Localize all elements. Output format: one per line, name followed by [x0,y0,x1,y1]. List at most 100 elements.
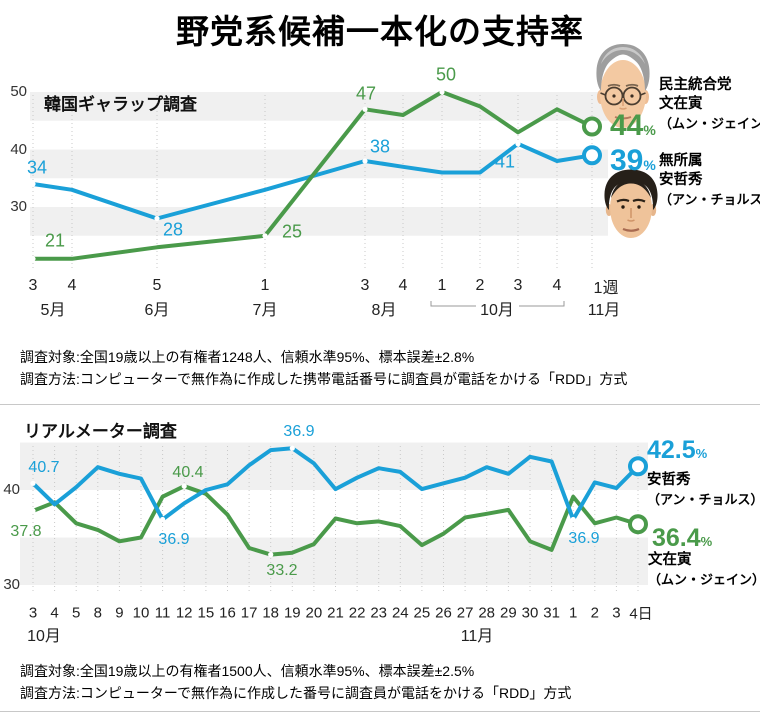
gallup-point-label: 21 [44,230,66,251]
gallup-ahn-legend: 無所属 安哲秀 （アン・チョルス） [659,152,760,209]
realmeter-x-tick-label: 20 [305,604,323,622]
realmeter-ahn-final-value: 42.5% [647,438,707,463]
gallup-point-label: 25 [281,221,303,242]
realmeter-x-tick-label: 1 [569,604,578,622]
realmeter-chart [20,442,648,592]
realmeter-x-tick-label: 17 [240,604,258,622]
realmeter-point-dot [289,445,295,451]
gallup-band [30,92,608,121]
gallup-point-dot [362,106,368,112]
realmeter-point-label: 36.9 [568,530,600,547]
gallup-y-tick-label: 50 [10,83,27,100]
realmeter-end-marker-green [628,514,648,535]
realmeter-point-dot [570,516,576,523]
gallup-month-label: 5月 [40,302,66,319]
gallup-x-tick-label: 4 [67,277,77,294]
ahn-cheolsoo-portrait [599,168,663,242]
realmeter-ahn-kana: （アン・チョルス） [647,492,760,507]
realmeter-end-marker-blue [628,456,648,477]
realmeter-x-tick-label: 24 [391,604,409,622]
realmeter-series-green-line [31,484,640,557]
gallup-series-blue-line [31,141,594,221]
gallup-ahn-party: 無所属 [659,153,703,169]
realmeter-moon-legend: 文在寅 （ムン・ジェイン） [648,551,760,589]
realmeter-x-tick-label: 3 [612,604,621,622]
realmeter-moon-kana: （ムン・ジェイン） [648,572,760,587]
realmeter-point-dot [30,508,36,514]
gallup-moon-legend: 民主統合党 文在寅 （ムン・ジェイン） [659,76,760,133]
realmeter-x-tick-label: 4日 [629,605,653,623]
realmeter-x-tick-label: 5 [72,604,81,622]
gallup-band [30,207,608,236]
realmeter-x-tick-label: 9 [115,604,124,622]
realmeter-x-tick-label: 30 [521,604,539,622]
realmeter-x-tick-label: 29 [500,604,517,622]
gallup-x-tick-label: 4 [552,277,562,294]
gallup-point-label: 47 [355,83,377,104]
gallup-footnote-subjects: 調査対象:全国19歳以上の有権者1248人、信頼水準95%、標本誤差±2.8% [20,349,475,365]
realmeter-x-tick-label: 12 [175,604,193,622]
realmeter-point-label: 36.9 [158,531,190,548]
gallup-ahn-name: 安哲秀 [659,172,703,188]
gallup-point-dot [262,233,268,239]
gallup-series-green-line [31,90,594,261]
realmeter-ahn-legend: 安哲秀 （アン・チョルス） [647,471,760,509]
moon-jaein-face-illustration [596,44,650,128]
realmeter-ahn-final-number: 42.5 [647,436,696,464]
realmeter-x-tick-label: 8 [93,604,102,622]
gallup-footnote-method: 調査方法:コンピューターで無作為に作成した携帯電話番号に調査員が電話をかける「R… [20,371,628,387]
gallup-month-label: 10月 [480,302,514,319]
gallup-moon-name: 文在寅 [659,96,703,112]
gallup-x-tick-label: 5 [152,277,162,294]
gallup-x-tick-label: 3 [28,277,38,294]
gallup-point-label: 28 [162,219,184,240]
realmeter-moon-name: 文在寅 [648,552,692,568]
gallup-point-label: 50 [435,64,457,85]
realmeter-x-tick-label: 10 [132,604,150,622]
gallup-x-tick-label: 3 [513,277,523,294]
gallup-end-marker-green [582,116,602,137]
gallup-x-tick-label: 1週 [593,280,619,297]
gallup-x-tick-label: 1 [260,277,270,294]
gallup-y-tick-label: 40 [10,140,27,158]
gallup-x-tick-label: 3 [360,277,370,294]
realmeter-month-label: 11月 [460,628,494,645]
realmeter-point-dot [160,516,166,523]
gallup-point-dot [362,158,368,164]
gallup-month-bracket [430,301,565,307]
realmeter-moon-final-number: 36.4 [652,524,701,552]
realmeter-x-tick-label: 22 [348,604,366,622]
gallup-moon-kana: （ムン・ジェイン） [659,116,760,131]
gallup-moon-final-value: 44% [610,111,656,141]
realmeter-x-tick-label: 26 [435,604,452,622]
realmeter-point-label: 36.9 [283,423,315,440]
gallup-month-label: 8月 [371,302,397,319]
realmeter-y-tick-label: 30 [3,576,20,593]
realmeter-x-tick-label: 21 [327,604,344,622]
realmeter-x-tick-label: 11 [154,604,171,622]
realmeter-band [20,442,648,490]
gallup-ahn-final-unit: % [643,157,656,173]
realmeter-point-label: 40.7 [28,459,60,476]
gallup-month-label: 6月 [144,302,170,319]
realmeter-footnote-subjects: 調査対象:全国19歳以上の有権者1500人、信頼水準95%、標本誤差±2.5% [20,663,475,679]
gallup-point-dot [30,181,36,187]
realmeter-x-tick-label: 2 [590,604,599,622]
gallup-ahn-final-number: 39 [610,144,644,177]
realmeter-footnotes: 調査対象:全国19歳以上の有権者1500人、信頼水準95%、標本誤差±2.5% … [20,660,571,704]
gallup-y-tick-label: 30 [10,198,27,215]
realmeter-x-tick-label: 27 [456,604,474,622]
realmeter-x-tick-label: 16 [219,604,236,622]
gallup-point-label: 41 [494,151,516,172]
gallup-chart [30,89,608,307]
realmeter-x-tick-label: 23 [370,604,388,622]
realmeter-x-tick-label: 18 [262,604,280,622]
realmeter-x-tick-label: 15 [197,604,215,622]
realmeter-ahn-name: 安哲秀 [647,472,691,488]
gallup-point-label: 38 [369,136,391,157]
ahn-cheolsoo-face-illustration [604,169,658,238]
realmeter-x-tick-label: 31 [543,604,560,622]
gallup-x-tick-label: 1 [437,277,447,294]
